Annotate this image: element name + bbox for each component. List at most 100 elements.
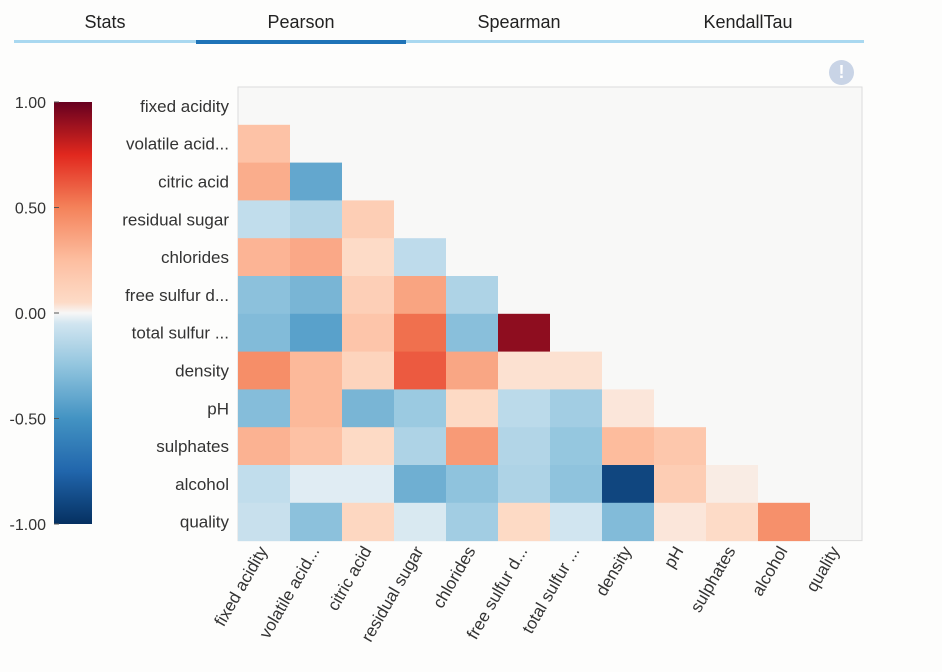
heatmap-cell (498, 313, 550, 353)
colorbar (54, 102, 92, 524)
y-tick-label: sulphates (156, 437, 229, 456)
tab-underline (14, 40, 864, 43)
heatmap-cell (446, 427, 498, 466)
heatmap-cell (550, 351, 602, 390)
heatmap-cell (290, 238, 342, 277)
heatmap-cell (602, 427, 654, 466)
heatmap-cell (498, 351, 550, 390)
heatmap-cell (394, 427, 446, 466)
heatmap-cell (290, 502, 342, 542)
heatmap-cell (446, 351, 498, 390)
heatmap-cell (290, 389, 342, 428)
heatmap-cell (342, 427, 394, 466)
heatmap-cell (290, 200, 342, 239)
heatmap-cell (602, 502, 654, 542)
heatmap-cell (342, 465, 394, 504)
heatmap-cell (550, 427, 602, 466)
heatmap-cell (238, 124, 290, 164)
heatmap-cell (342, 200, 394, 239)
heatmap-cell (238, 502, 290, 542)
heatmap-cell (290, 162, 342, 201)
heatmap-cell (446, 313, 498, 353)
heatmap-cell (238, 162, 290, 201)
heatmap-cell (342, 351, 394, 390)
heatmap-cell (290, 465, 342, 504)
x-tick-label: chlorides (429, 543, 479, 611)
heatmap-cell (394, 502, 446, 542)
heatmap-cell (342, 276, 394, 315)
colorbar-tick-label: 1.00 (15, 95, 46, 112)
y-tick-label: quality (180, 513, 230, 532)
y-tick-label: density (175, 362, 229, 381)
y-tick-label: volatile acid... (126, 135, 229, 154)
colorbar-tick-label: -0.50 (10, 412, 47, 429)
heatmap-cell (238, 276, 290, 315)
heatmap-cell (706, 502, 758, 542)
heatmap-cell (654, 502, 706, 542)
heatmap-cell (394, 238, 446, 277)
y-tick-label: chlorides (161, 248, 229, 267)
exclamation-icon[interactable]: ! (829, 60, 854, 85)
tab-kendalltau[interactable]: KendallTau (703, 12, 793, 32)
x-tick-label: quality (802, 543, 843, 595)
heatmap-cell (446, 389, 498, 428)
tab-pearson[interactable]: Pearson (267, 12, 335, 32)
heatmap-cell (706, 465, 758, 504)
x-tick-label: density (592, 543, 636, 600)
x-tick-label: pH (660, 543, 687, 571)
heatmap-cell (342, 389, 394, 428)
heatmap-cell (446, 502, 498, 542)
colorbar-tick-label: -1.00 (10, 517, 47, 534)
heatmap-cell (394, 389, 446, 428)
heatmap-cell (550, 465, 602, 504)
heatmap-cell (342, 502, 394, 542)
y-tick-label: free sulfur d... (125, 286, 229, 305)
heatmap-cell (290, 427, 342, 466)
heatmap-cell (394, 276, 446, 315)
x-tick-label: alcohol (748, 543, 791, 599)
heatmap-cell (238, 427, 290, 466)
heatmap-cell (550, 389, 602, 428)
heatmap-cell (758, 502, 810, 542)
y-tick-label: alcohol (175, 475, 229, 494)
y-tick-label: pH (207, 399, 229, 418)
heatmap-cell (394, 351, 446, 390)
tab-bar: Stats Pearson Spearman KendallTau (14, 0, 864, 44)
heatmap-cell (238, 389, 290, 428)
colorbar-tick-label: 0.50 (15, 201, 46, 218)
colorbar-tick-label: 0.00 (15, 306, 46, 323)
heatmap-cell (654, 427, 706, 466)
heatmap-cell (290, 351, 342, 390)
tab-spearman[interactable]: Spearman (477, 12, 561, 32)
x-tick-label: fixed acidity (211, 543, 272, 630)
heatmap-cell (238, 200, 290, 239)
heatmap-cell (290, 313, 342, 353)
heatmap-cell (602, 465, 654, 504)
heatmap-cell (394, 313, 446, 353)
heatmap-cell (238, 351, 290, 390)
active-tab-indicator (196, 40, 406, 44)
heatmap-cell (238, 465, 290, 504)
heatmap-cell (342, 238, 394, 277)
heatmap-cell (238, 313, 290, 353)
y-tick-label: citric acid (158, 173, 229, 192)
heatmap-cell (654, 465, 706, 504)
heatmap-cell (550, 502, 602, 542)
heatmap-cell (290, 276, 342, 315)
tab-stats[interactable]: Stats (84, 12, 126, 32)
y-tick-label: total sulfur ... (132, 324, 229, 343)
heatmap-cell (602, 389, 654, 428)
heatmap-cell (498, 427, 550, 466)
y-tick-label: fixed acidity (140, 97, 229, 116)
heatmap-cell (498, 502, 550, 542)
x-tick-label: citric acid (324, 543, 376, 614)
heatmap-cell (446, 276, 498, 315)
heatmap-cell (498, 465, 550, 504)
heatmap-cell (238, 238, 290, 277)
heatmap-cell (498, 389, 550, 428)
heatmap-cell (446, 465, 498, 504)
heatmap-cell (342, 313, 394, 353)
x-tick-label: sulphates (687, 543, 740, 616)
y-tick-label: residual sugar (122, 210, 229, 229)
